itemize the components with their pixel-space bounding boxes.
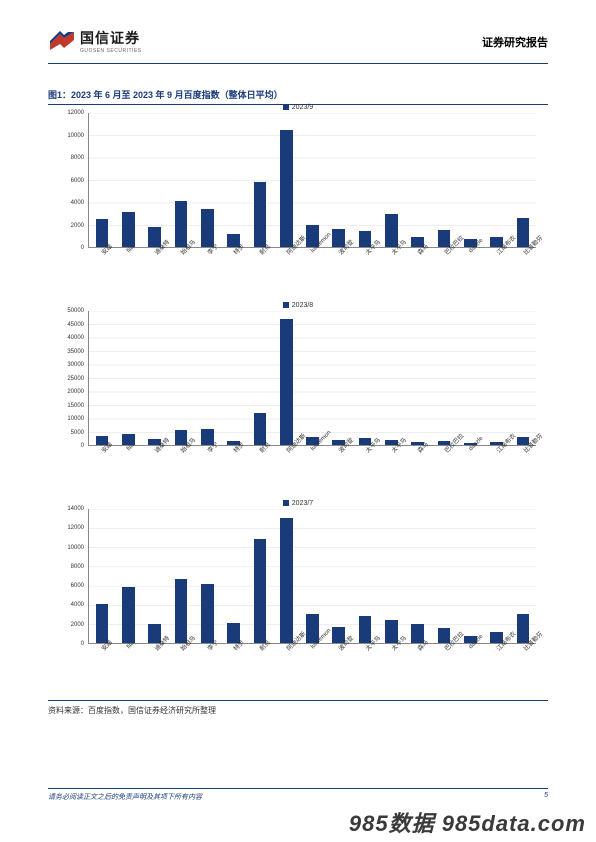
bar <box>175 579 188 643</box>
bar <box>122 587 135 643</box>
bar <box>201 209 214 247</box>
page-header: 国信证券 GUOSEN SECURITIES 证券研究报告 <box>48 28 548 64</box>
page-footer: 请务必阅读正文之后的免责声明及其项下所有内容 5 <box>48 788 548 802</box>
chart-2: 2023/702000400060008000100001200014000安踏… <box>60 500 536 644</box>
x-axis-labels: 安踏fila迪桑特始祖鸟李宁特步耐克阿迪达斯lululemon波司登太平鸟太平鸟… <box>88 446 536 488</box>
bar <box>175 201 188 247</box>
y-axis-labels: 02000400060008000100001200014000 <box>60 509 86 644</box>
figure-title: 图1：2023 年 6 月至 2023 年 9 月百度指数（整体日平均） <box>48 88 548 105</box>
chart-legend: 2023/7 <box>60 500 536 507</box>
logo: 国信证券 GUOSEN SECURITIES <box>48 28 142 54</box>
chart-legend: 2023/8 <box>60 302 536 309</box>
y-axis-labels: 020004000600080001000012000 <box>60 113 86 248</box>
bar <box>280 130 293 247</box>
x-axis-labels: 安踏fila迪桑特始祖鸟李宁特步耐克阿迪达斯lululemon波司登太平鸟太平鸟… <box>88 644 536 686</box>
logo-text-en: GUOSEN SECURITIES <box>80 48 142 54</box>
chart-legend: 2023/9 <box>60 104 536 111</box>
bar <box>280 518 293 643</box>
chart-plot <box>88 113 536 248</box>
logo-text-cn: 国信证券 <box>80 28 142 48</box>
bar <box>122 212 135 247</box>
chart-plot <box>88 311 536 446</box>
bar <box>280 319 293 445</box>
x-axis-labels: 安踏fila迪桑特始祖鸟李宁特步耐克阿迪达斯lululemon波司登太平鸟太平鸟… <box>88 248 536 290</box>
chart-plot <box>88 509 536 644</box>
bar <box>201 584 214 643</box>
y-axis-labels: 0500010000150002000025000300003500040000… <box>60 311 86 446</box>
bar <box>254 182 267 247</box>
watermark: 985数据 985data.com <box>349 806 586 838</box>
bar <box>254 539 267 643</box>
footer-disclaimer: 请务必阅读正文之后的免责声明及其项下所有内容 <box>48 792 202 802</box>
report-type: 证券研究报告 <box>482 34 548 50</box>
source-note: 资料来源：百度指数，国信证券经济研究所整理 <box>48 700 548 716</box>
logo-icon <box>48 30 76 52</box>
chart-0: 2023/9020004000600080001000012000安踏fila迪… <box>60 104 536 248</box>
page-number: 5 <box>544 792 548 802</box>
chart-1: 2023/8 0500010000150002000025000300003500… <box>60 302 536 446</box>
